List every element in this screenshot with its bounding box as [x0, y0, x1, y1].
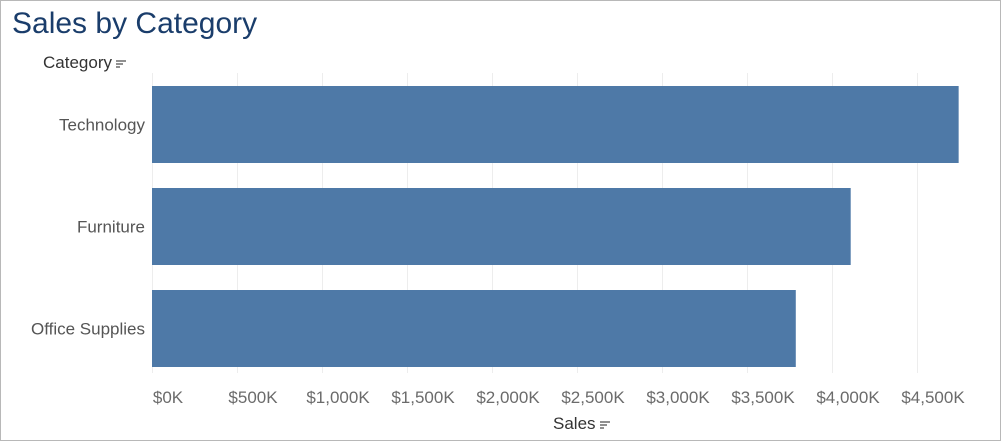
category-labels: Technology Furniture Office Supplies: [31, 116, 146, 339]
x-axis-ticks: $0K $500K $1,000K $1,500K $2,000K $2,500K $3,0…: [153, 388, 965, 407]
bars: [152, 86, 959, 367]
sort-descending-icon[interactable]: [599, 420, 611, 430]
x-tick-label: $0K: [153, 388, 184, 407]
chart-title: Sales by Category: [12, 7, 258, 40]
category-label: Technology: [59, 116, 146, 135]
x-tick-label: $2,500K: [561, 388, 625, 407]
x-tick-label: $4,000K: [816, 388, 880, 407]
x-tick-label: $4,500K: [901, 388, 965, 407]
x-tick-label: $3,500K: [731, 388, 795, 407]
x-tick-label: $1,500K: [391, 388, 455, 407]
x-axis-title: Sales: [553, 414, 596, 433]
x-tick-label: $1,000K: [306, 388, 370, 407]
bar-technology[interactable]: [152, 86, 959, 163]
x-tick-label: $2,000K: [476, 388, 540, 407]
x-tick-label: $500K: [228, 388, 278, 407]
bar-office-supplies[interactable]: [152, 290, 796, 367]
category-header[interactable]: Category: [43, 53, 127, 73]
category-header-label: Category: [43, 53, 112, 72]
category-label: Office Supplies: [31, 320, 145, 339]
x-axis-header[interactable]: Sales: [553, 414, 611, 434]
category-label: Furniture: [77, 218, 145, 237]
bar-furniture[interactable]: [152, 188, 851, 265]
sort-descending-icon[interactable]: [115, 59, 127, 69]
x-tick-label: $3,000K: [646, 388, 710, 407]
